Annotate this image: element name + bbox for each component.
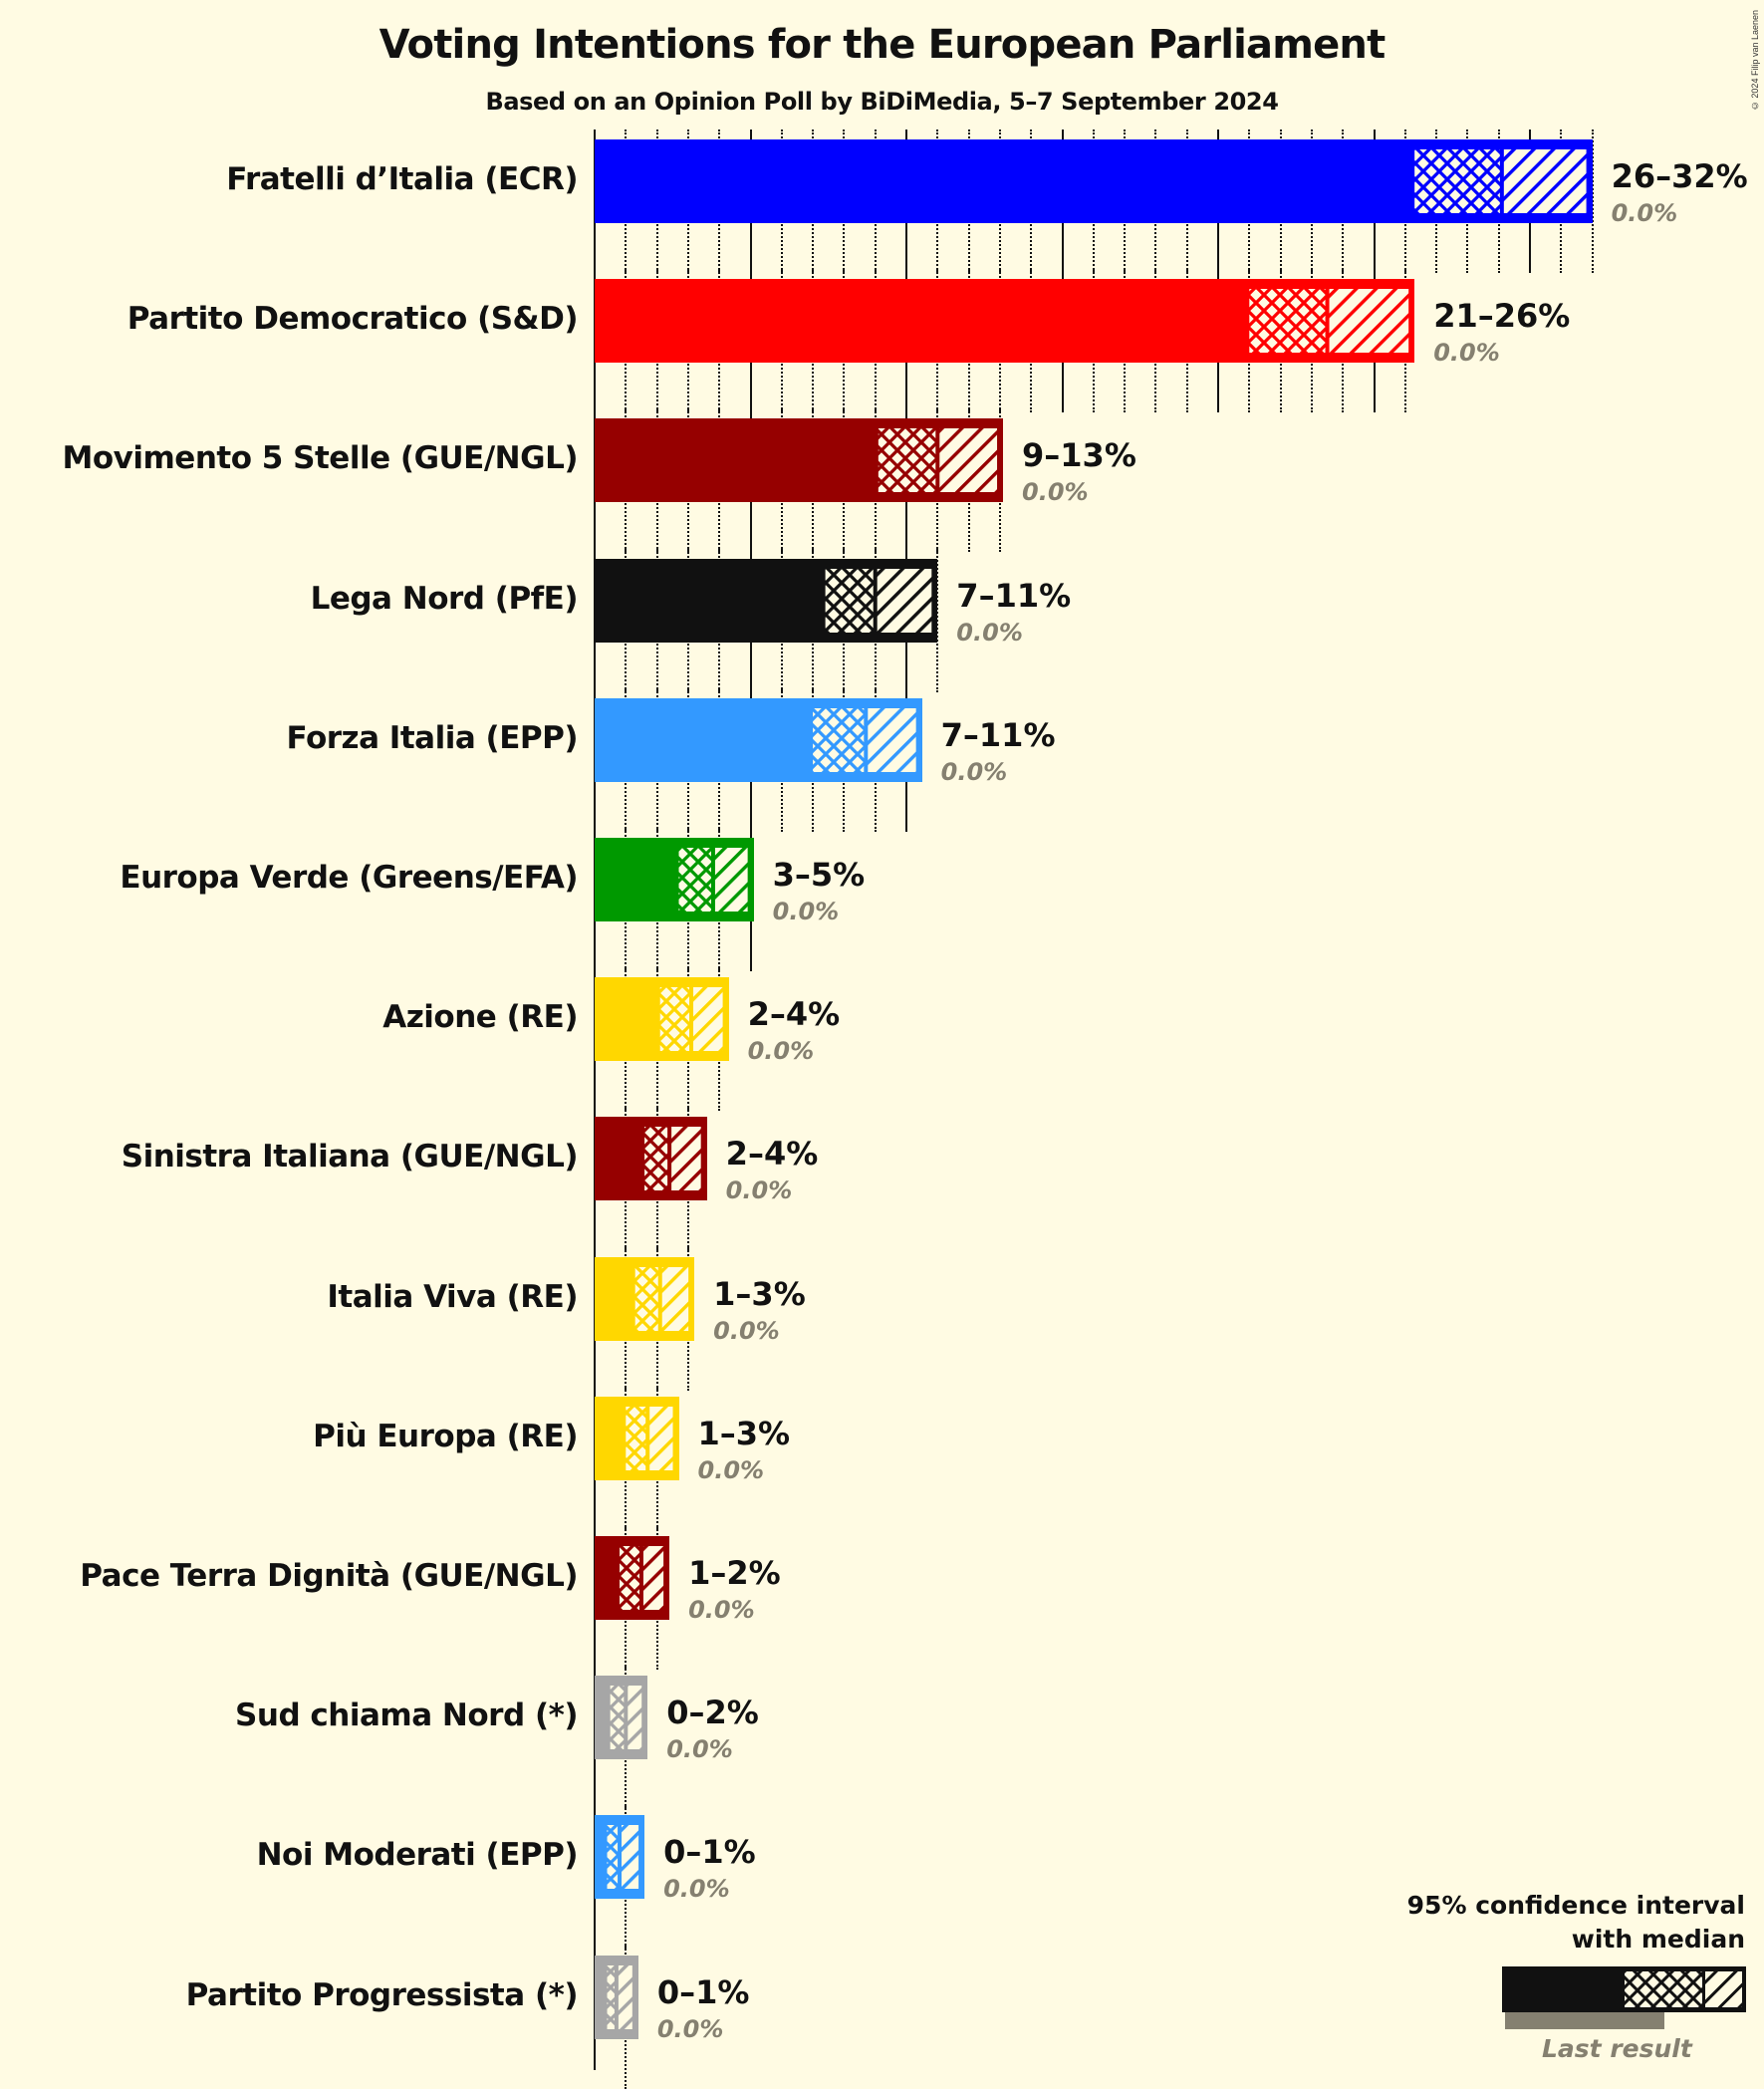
legend-pattern-icon: [1625, 1971, 1742, 2007]
party-label: Partito Democratico (S&D): [126, 301, 579, 338]
party-label: Lega Nord (PfE): [310, 580, 579, 617]
party-bar: [595, 1955, 638, 2039]
party-label: Sud chiama Nord (*): [235, 1697, 578, 1734]
last-result-label: 0.0%: [956, 618, 1023, 647]
party-bar: [595, 977, 729, 1062]
bar-segments-icon: [595, 1676, 648, 1760]
bar-segments-icon: [595, 279, 1415, 364]
party-bar: [595, 1396, 679, 1480]
party-bar: [595, 838, 754, 921]
party-label: Europa Verde (Greens/EFA): [120, 860, 578, 896]
range-label: 0–1%: [663, 1833, 756, 1872]
range-label: 2–4%: [747, 995, 841, 1034]
y-axis-line: [594, 130, 596, 2070]
range-label: 3–5%: [772, 856, 866, 894]
last-result-label: 0.0%: [1022, 478, 1089, 507]
legend-title: 95% confidence interval with median: [1407, 1889, 1745, 1957]
range-label: 0–1%: [656, 1972, 750, 2011]
last-result-label: 0.0%: [688, 1596, 755, 1624]
last-result-label: 0.0%: [656, 2014, 724, 2043]
party-label: Italia Viva (RE): [327, 1278, 578, 1315]
party-bar: [595, 418, 1004, 503]
range-label: 1–3%: [697, 1414, 791, 1452]
range-label: 7–11%: [940, 715, 1056, 754]
chart-subtitle: Based on an Opinion Poll by BiDiMedia, 5…: [485, 88, 1279, 116]
minor-gridline: [936, 548, 939, 692]
party-bar: [595, 1536, 670, 1620]
party-label: Forza Italia (EPP): [286, 719, 579, 756]
party-label: Pace Terra Dignità (GUE/NGL): [80, 1558, 578, 1594]
legend-sample-bar: [1502, 1966, 1746, 2012]
bar-segments-icon: [595, 139, 1593, 223]
party-label: Sinistra Italiana (GUE/NGL): [121, 1139, 579, 1175]
legend-last-result-bar: [1505, 2012, 1664, 2029]
party-label: Più Europa (RE): [313, 1418, 578, 1454]
last-result-label: 0.0%: [747, 1037, 815, 1066]
range-label: 1–2%: [688, 1554, 781, 1592]
bar-segments-icon: [595, 1955, 638, 2039]
range-label: 2–4%: [725, 1135, 819, 1174]
party-bar: [595, 1256, 695, 1341]
party-label: Partito Progressista (*): [185, 1976, 579, 2013]
party-bar: [595, 1676, 648, 1760]
bar-segments-icon: [595, 418, 1004, 503]
bar-segments-icon: [595, 838, 754, 921]
range-label: 1–3%: [713, 1274, 806, 1313]
party-bar: [595, 279, 1415, 364]
range-label: 7–11%: [956, 576, 1072, 615]
bar-segments-icon: [595, 1815, 645, 1900]
party-label: Azione (RE): [382, 999, 578, 1036]
bar-segments-icon: [595, 1256, 695, 1341]
last-result-label: 0.0%: [1433, 339, 1500, 368]
range-label: 9–13%: [1022, 436, 1136, 475]
last-result-label: 0.0%: [772, 898, 840, 925]
party-bar: [595, 139, 1593, 223]
last-result-label: 0.0%: [725, 1176, 793, 1205]
last-result-label: 0.0%: [663, 1875, 730, 1904]
party-bar: [595, 1815, 645, 1900]
legend-title-line2: with median: [1571, 1925, 1745, 1954]
party-label: Noi Moderati (EPP): [256, 1837, 579, 1874]
party-label: Fratelli d’Italia (ECR): [226, 161, 578, 197]
range-label: 26–32%: [1611, 157, 1748, 195]
party-label: Movimento 5 Stelle (GUE/NGL): [62, 440, 579, 477]
last-result-label: 0.0%: [666, 1735, 733, 1764]
bar-segments-icon: [595, 1396, 679, 1480]
last-result-label: 0.0%: [697, 1455, 765, 1484]
last-result-label: 0.0%: [713, 1316, 780, 1345]
bar-segments-icon: [595, 977, 729, 1062]
legend-title-line1: 95% confidence interval: [1406, 1891, 1745, 1920]
party-bar: [595, 1117, 707, 1201]
last-result-label: 0.0%: [1611, 199, 1678, 227]
bar-segments-icon: [595, 697, 922, 782]
range-label: 21–26%: [1433, 297, 1571, 336]
last-result-label: 0.0%: [940, 757, 1008, 786]
bar-segments-icon: [595, 1536, 670, 1620]
legend-last-result-label: Last result: [1542, 2034, 1692, 2063]
party-bar: [595, 558, 938, 643]
range-label: 0–2%: [666, 1694, 759, 1732]
minor-gridline: [1591, 130, 1594, 273]
chart-title: Voting Intentions for the European Parli…: [378, 22, 1386, 68]
bar-segments-icon: [595, 1117, 707, 1201]
party-bar: [595, 697, 922, 782]
bar-segments-icon: [595, 558, 938, 643]
